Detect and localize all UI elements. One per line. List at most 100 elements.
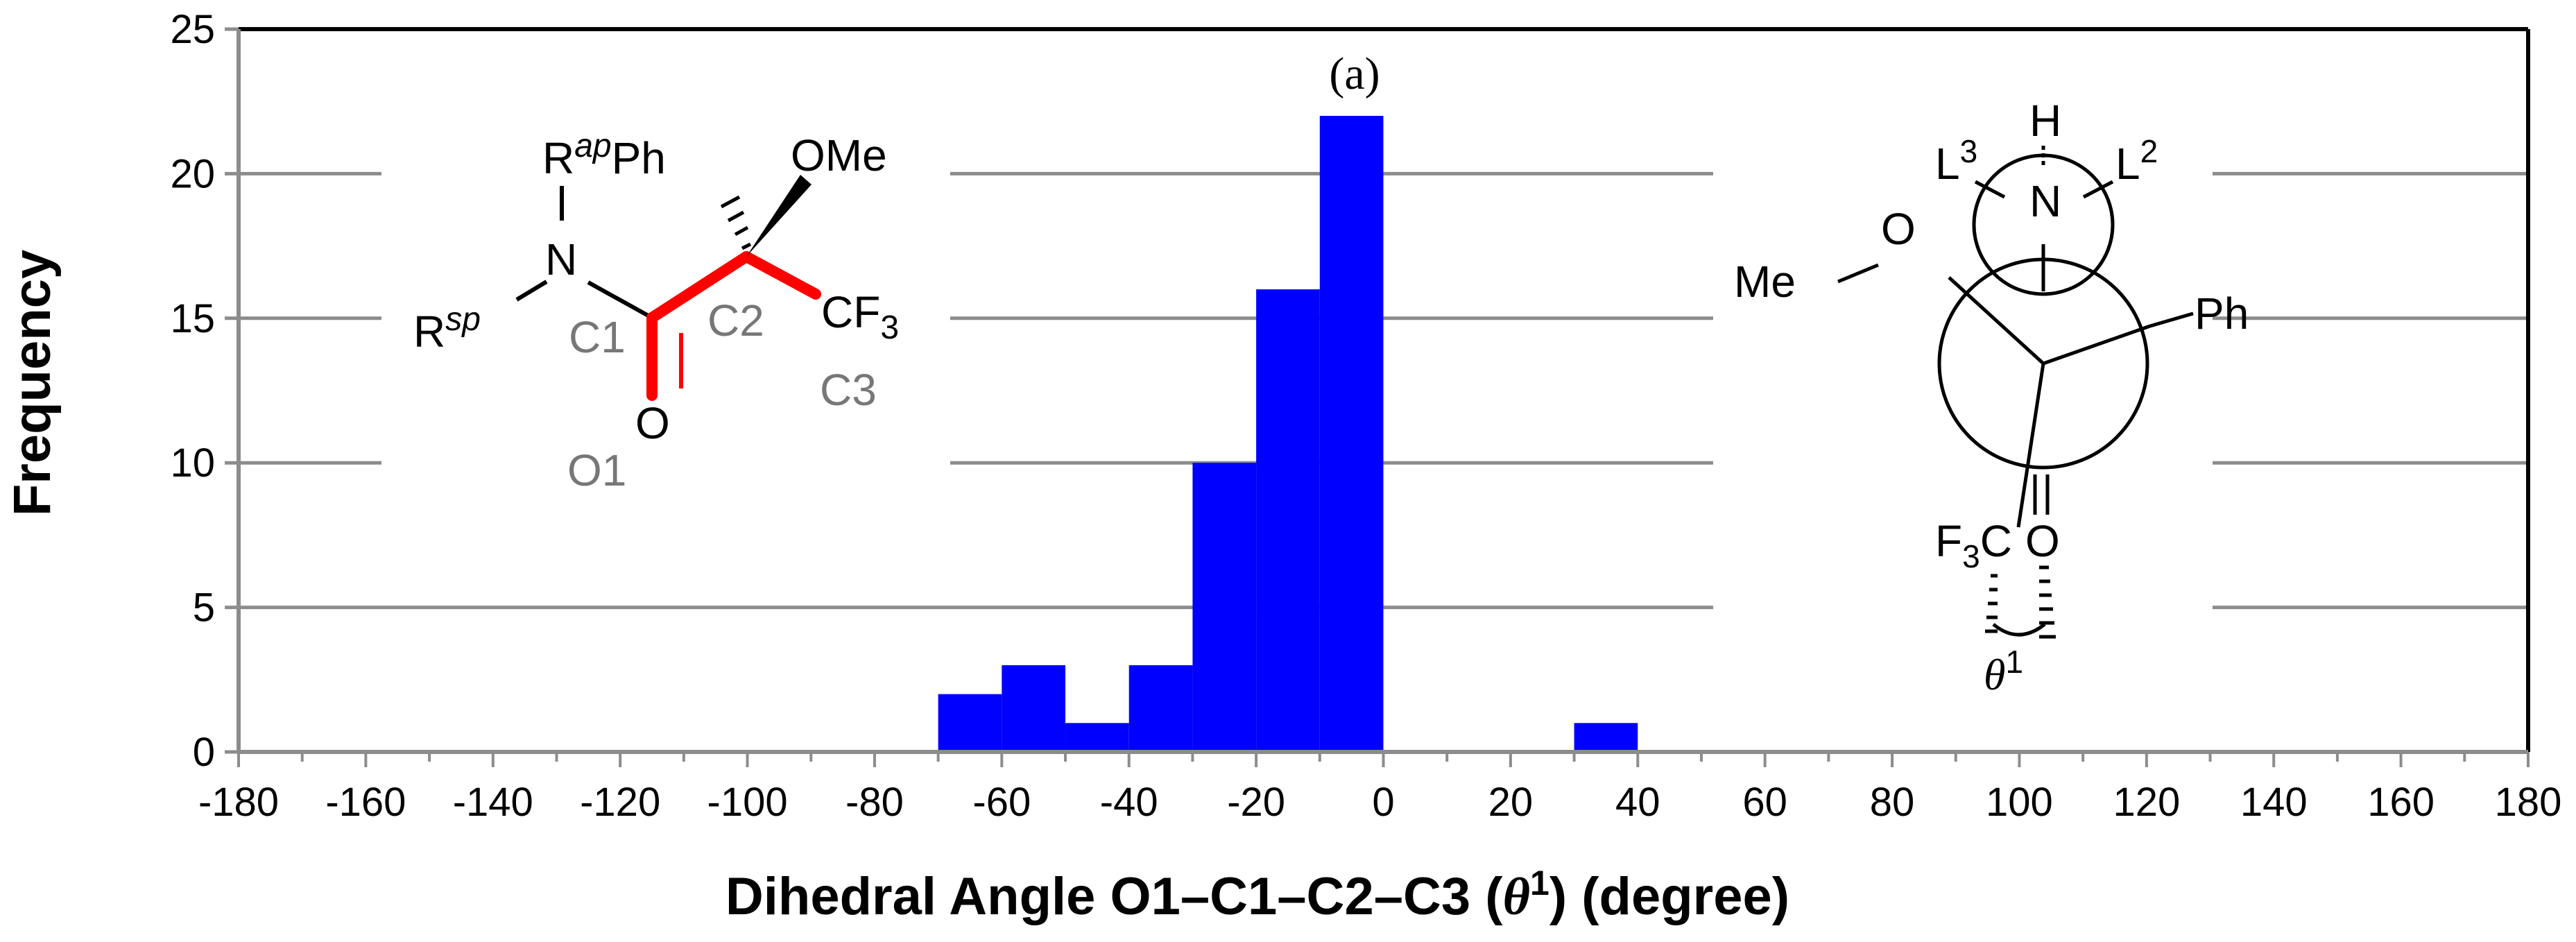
hash-c2-ph [720, 195, 752, 250]
x-tick-labels: -180 -160 -140 -120 -100 -80 -60 -40 -20 0 20 40 60 8… [198, 780, 2561, 825]
label-ome: OMe [791, 130, 887, 180]
x-axis-title-main: Dihedral Angle O1–C1–C2–C3 ( [725, 867, 1503, 926]
bar--30-to--20 [1192, 463, 1257, 752]
cf-sub: 3 [880, 309, 899, 346]
bar--60-to--50 [1002, 665, 1066, 752]
l3-sup: 3 [1960, 133, 1978, 169]
rap-r: R [542, 133, 574, 183]
label-theta: θ1 [1984, 644, 2023, 699]
x-tick-label--20: -20 [1227, 780, 1285, 825]
label-n-right: N [2029, 176, 2061, 226]
label-c3: C3 [820, 365, 877, 415]
l3-l: L [1935, 139, 1960, 189]
label-ph-right: Ph [2195, 289, 2249, 339]
x-tick-label--60: -60 [972, 780, 1031, 825]
x-tick-label--140: -140 [453, 780, 533, 825]
label-o: O [635, 398, 670, 448]
label-me: Me [1734, 257, 1796, 307]
rsp-sup: sp [445, 301, 481, 338]
label-c2: C2 [707, 296, 764, 345]
label-l3: L3 [1935, 133, 1977, 189]
wedge-c2-ome [746, 175, 812, 257]
y-tick-label-0: 0 [193, 730, 215, 775]
bar--10-to-0 [1319, 116, 1384, 753]
bar--50-to--40 [1065, 723, 1129, 752]
x-tick-label-120: 120 [2113, 780, 2180, 825]
label-cf3: CF3 [821, 287, 899, 346]
label-o-carbonyl: O [2025, 516, 2060, 566]
bond-back-ph [2043, 324, 2151, 366]
hash-cf3-down [1985, 574, 1998, 633]
x-axis-title: Dihedral Angle O1–C1–C2–C3 (θ1) (degree) [725, 864, 1789, 926]
label-h: H [2029, 96, 2061, 146]
bond-c1-c2 [646, 251, 752, 323]
y-tick-label-20: 20 [170, 151, 215, 196]
x-tick-label-80: 80 [1870, 780, 1915, 825]
y-tick-label-5: 5 [193, 585, 215, 631]
x-axis-title-sup: 1 [1530, 864, 1549, 902]
x-tick-label-40: 40 [1615, 780, 1660, 825]
newman-bg [1713, 90, 2213, 714]
bond-n-c1 [587, 280, 653, 320]
label-c1: C1 [569, 312, 626, 362]
x-tick-label--100: -100 [707, 780, 788, 825]
axes [225, 27, 2530, 767]
theta-symbol: θ [1984, 650, 2005, 699]
label-rsp: Rsp [413, 301, 481, 357]
l2-sup: 2 [2140, 133, 2158, 169]
bond-ph-ext [2149, 311, 2194, 328]
histogram-bars [938, 116, 1638, 753]
hash-o-down [2039, 565, 2056, 639]
y-tick-label-25: 25 [170, 7, 215, 52]
label-rap: RapPh [542, 128, 666, 183]
rap-sup: ap [574, 128, 611, 164]
panel-label: (a) [1329, 49, 1380, 99]
label-l2: L2 [2115, 133, 2158, 189]
rsp-r: R [413, 307, 445, 357]
bond-o-me [1837, 263, 1879, 284]
x-tick-label--160: -160 [325, 780, 406, 825]
y-tick-labels: 0 5 10 15 20 25 [170, 7, 215, 775]
x-axis-title-theta: θ [1503, 868, 1530, 926]
newman-projection: H N L3 L2 O Me Ph F3C O θ1 [1713, 90, 2249, 714]
x-axis-title-tail: ) (degree) [1549, 867, 1789, 926]
x-tick-label--120: -120 [580, 780, 660, 825]
f3c-f: F [1935, 516, 1962, 566]
bar--70-to--60 [938, 694, 1002, 752]
bond-rsp-n [515, 280, 548, 302]
x-tick-label--40: -40 [1100, 780, 1158, 825]
bond-back-o [1948, 276, 2045, 365]
y-axis-title: Frequency [3, 250, 62, 516]
theta-arc [1992, 623, 2046, 637]
rap-ph: Ph [612, 133, 666, 183]
label-n: N [545, 234, 577, 284]
y-tick-label-15: 15 [170, 296, 215, 341]
f3c-sub: 3 [1962, 538, 1980, 574]
left-structure: RapPh OMe N Rsp C1 C2 CF3 C3 O O1 [381, 125, 950, 499]
x-tick-label--80: -80 [845, 780, 904, 825]
bar-30-to-40 [1574, 723, 1638, 752]
bar--40-to--30 [1128, 665, 1193, 752]
x-tick-label-20: 20 [1488, 780, 1534, 825]
bond-c2-c3 [741, 251, 821, 300]
bond-n-l2 [2082, 180, 2114, 199]
bar--20-to--10 [1256, 289, 1320, 752]
x-tick-label-140: 140 [2240, 780, 2308, 825]
x-tick-label-160: 160 [2367, 780, 2435, 825]
x-tick-label-100: 100 [1986, 780, 2053, 825]
cf-text: CF [821, 287, 880, 337]
label-o1: O1 [567, 445, 626, 495]
y-tick-label-10: 10 [170, 440, 215, 486]
bond-back-cf3 [2016, 363, 2045, 528]
label-o-right: O [1881, 204, 1916, 254]
f3c-c: C [1980, 516, 2012, 566]
theta-sup: 1 [2005, 644, 2023, 680]
x-tick-label-60: 60 [1742, 780, 1787, 825]
x-tick-label--180: -180 [198, 780, 279, 825]
l2-l: L [2115, 139, 2140, 189]
x-tick-label-0: 0 [1372, 780, 1394, 825]
bond-n-l3 [1974, 180, 2006, 199]
label-f3c: F3C [1935, 516, 2012, 574]
x-tick-label-180: 180 [2495, 780, 2562, 825]
